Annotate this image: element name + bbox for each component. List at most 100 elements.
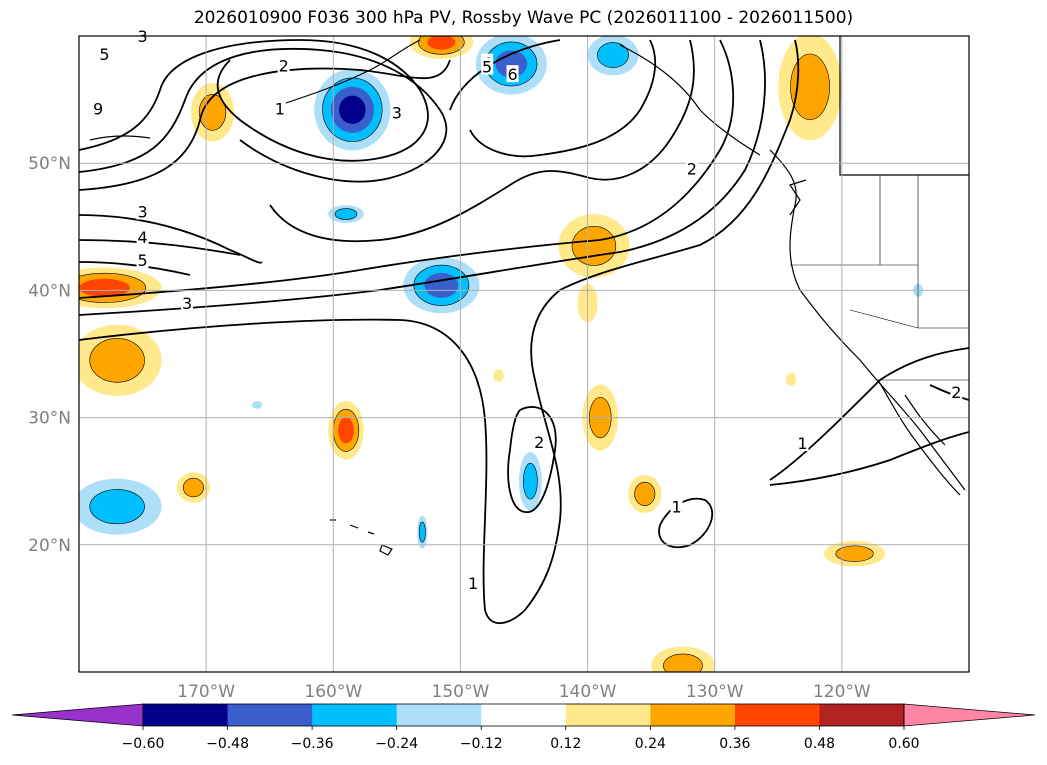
pv-contour [79, 239, 241, 256]
anomaly-band [427, 36, 456, 50]
axis-tick-labels: 20°N 30°N 40°N 50°N 170°W 160°W 150°W 140°W 130°… [28, 154, 871, 702]
positive-pc-anomaly [190, 83, 235, 142]
contour-label-bg [98, 44, 111, 62]
pv-contour [79, 39, 766, 316]
contour-labels: 5392134563453221112 [92, 27, 963, 593]
contour-label: 3 [137, 203, 147, 222]
colorbar-swatch [481, 704, 567, 726]
contour-label-bg [181, 294, 194, 312]
contour-label-bg [533, 432, 546, 450]
lat-tick-label: 20°N [28, 536, 71, 556]
anomaly-band [334, 208, 358, 220]
pv-contour-layer [79, 39, 969, 625]
colorbar-swatch [227, 704, 313, 726]
anomaly-band [339, 95, 366, 124]
contour-label: 6 [507, 65, 517, 84]
contour-label: 2 [687, 159, 697, 178]
colorbar: −0.60 −0.48 −0.36 −0.24 −0.12 0.12 0.24 0.36 0.4… [11, 703, 1036, 752]
contour-label: 2 [951, 383, 961, 402]
colorbar-swatch [396, 704, 482, 726]
anomaly-band [338, 417, 354, 444]
lat-tick-label: 50°N [28, 154, 71, 174]
positive-pc-anomaly [79, 324, 162, 396]
colorbar-swatch [734, 704, 820, 726]
contour-label-bg [92, 99, 105, 117]
contour-label-bg [277, 56, 290, 74]
positive-pc-anomaly [176, 472, 210, 503]
lat-tick-label: 40°N [28, 281, 71, 301]
anomaly-band [523, 462, 538, 500]
colorbar-swatch [650, 704, 736, 726]
anomaly-band [89, 338, 145, 383]
pc-shading-layer [79, 36, 924, 672]
pv-contour [769, 347, 969, 481]
colorbar-tick-label: −0.36 [291, 736, 334, 752]
contour-label: 3 [182, 294, 192, 313]
north-america-coastline [769, 36, 969, 491]
contour-label: 4 [137, 228, 147, 247]
contour-label: 5 [99, 45, 109, 64]
lon-tick-label: 130°W [686, 682, 744, 702]
contour-label: 5 [137, 251, 147, 270]
pv-contour [79, 39, 735, 299]
lon-tick-label: 170°W [177, 682, 235, 702]
colorbar-extend-max [903, 703, 1036, 727]
pv-contour [658, 497, 714, 549]
positive-pc-anomaly [493, 369, 504, 382]
lat-tick-label: 30°N [28, 409, 71, 429]
contour-label-bg [273, 99, 286, 117]
anomaly-band [634, 481, 656, 506]
anomaly-band [79, 278, 130, 297]
positive-pc-anomaly [824, 540, 886, 567]
colorbar-tick-label: −0.12 [460, 736, 503, 752]
colorbar-extend-min [11, 703, 144, 727]
negative-pc-anomaly [79, 478, 162, 535]
anomaly-band [251, 401, 263, 409]
contour-label-bg [390, 103, 403, 121]
colorbar-tick-label: 0.24 [635, 736, 666, 752]
anomaly-band [182, 477, 204, 498]
lon-tick-label: 140°W [559, 682, 617, 702]
anomaly-band [663, 653, 703, 672]
contour-label: 1 [671, 498, 681, 517]
negative-pc-anomaly [328, 205, 364, 223]
colorbar-tick-label: 0.48 [804, 736, 835, 752]
anomaly-band [835, 545, 874, 562]
colorbar-tick-label: −0.24 [375, 736, 418, 752]
lon-tick-label: 150°W [432, 682, 490, 702]
contour-label-bg [796, 434, 809, 452]
colorbar-swatch [312, 704, 398, 726]
anomaly-band [571, 226, 617, 266]
negative-pc-anomaly [417, 515, 428, 549]
colorbar-frame [142, 703, 905, 727]
pv-contour [79, 318, 526, 625]
positive-pc-anomaly [651, 646, 715, 672]
negative-pc-anomaly [475, 36, 547, 95]
contour-label-bg [506, 65, 519, 83]
contour-label-bg [685, 159, 698, 177]
contour-label: 3 [392, 103, 402, 122]
contour-label-bg [481, 57, 494, 75]
contour-label: 2 [279, 56, 289, 75]
contour-label: 2 [534, 433, 544, 452]
lon-tick-label: 120°W [813, 682, 871, 702]
contour-label: 9 [93, 100, 103, 119]
colorbar-tick-label: 0.60 [888, 736, 919, 752]
contour-label: 5 [482, 58, 492, 77]
negative-pc-anomaly [314, 69, 391, 151]
colorbar-tick-label: 0.12 [550, 736, 581, 752]
pv-contour [79, 59, 451, 191]
baja-california-coastline [877, 379, 961, 496]
contour-label-bg [136, 202, 149, 220]
colorbar-tick-label: −0.48 [206, 736, 249, 752]
contour-label: 1 [468, 574, 478, 593]
colorbar-swatch [143, 704, 229, 726]
lon-tick-label: 160°W [304, 682, 362, 702]
map-frame [78, 35, 970, 673]
pv-contour [524, 39, 800, 611]
anomaly-band [418, 521, 426, 543]
state-borders [790, 175, 969, 381]
anomaly-band [424, 272, 459, 298]
positive-pc-anomaly [328, 401, 364, 460]
